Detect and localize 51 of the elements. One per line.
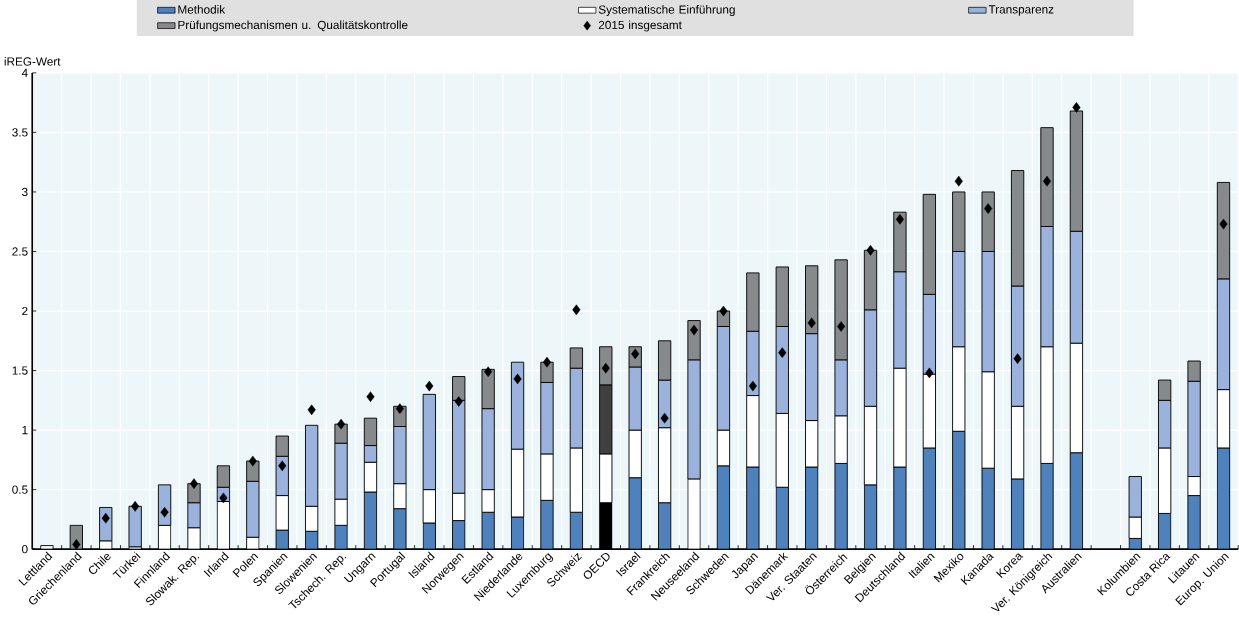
point <box>719 305 728 317</box>
point <box>925 367 934 379</box>
point <box>542 357 552 368</box>
point <box>454 396 463 407</box>
point <box>1219 218 1228 230</box>
y-tick-label: 1.5 <box>12 366 28 375</box>
point <box>219 492 228 504</box>
y-tick-label: 2 <box>22 307 28 316</box>
point <box>72 539 81 550</box>
legend-label: 2015 insgesamt <box>598 20 682 32</box>
y-tick-label: 3 <box>22 187 28 197</box>
point <box>248 455 257 467</box>
legend-label: Prüfungsmechanismen u. Qualitätskontrolle <box>178 20 408 32</box>
point <box>101 513 110 524</box>
point <box>866 245 875 256</box>
point <box>307 404 316 416</box>
point <box>807 317 816 329</box>
point <box>984 203 993 215</box>
legend-label: Methodik <box>178 5 226 14</box>
point <box>748 380 757 392</box>
point <box>484 366 493 378</box>
point <box>895 214 904 225</box>
point <box>1042 176 1052 187</box>
y-tick-label: 3.5 <box>12 128 28 137</box>
point <box>631 348 640 360</box>
y-tick-label: 2.5 <box>12 247 28 256</box>
point <box>1013 353 1022 365</box>
point <box>660 412 669 424</box>
y-tick-label: 1 <box>22 426 28 435</box>
point <box>160 507 169 518</box>
point <box>837 321 846 332</box>
point <box>954 176 963 187</box>
point <box>131 501 140 512</box>
point <box>572 304 581 316</box>
point <box>1072 102 1081 113</box>
point <box>337 418 346 430</box>
point <box>425 380 434 392</box>
legend-label: Systematische Einführung <box>598 5 735 17</box>
point <box>513 373 522 385</box>
point <box>278 460 287 472</box>
point <box>778 347 787 359</box>
point <box>601 362 610 374</box>
bar <box>128 505 142 548</box>
point <box>189 478 199 490</box>
legend-label: Transparenz <box>988 5 1054 16</box>
y-tick-label: 4 <box>21 68 28 78</box>
point <box>689 324 699 336</box>
y-tick-label: 0.5 <box>12 485 28 494</box>
point <box>395 403 404 415</box>
point <box>366 391 375 403</box>
y-axis-title: iREG-Wert <box>4 57 61 66</box>
